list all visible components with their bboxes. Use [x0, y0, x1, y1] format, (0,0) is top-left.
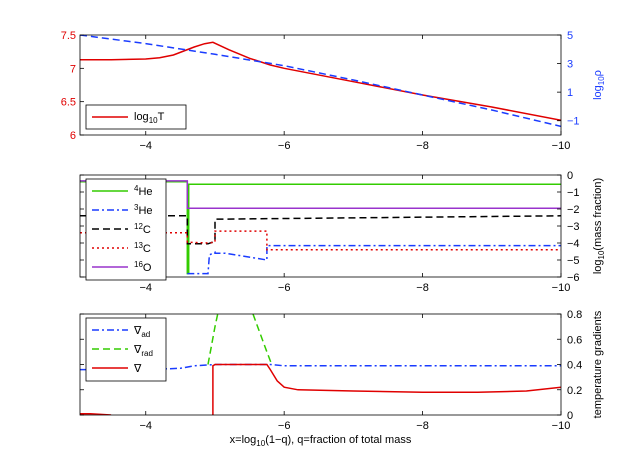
x-tick-label: −8	[416, 282, 429, 294]
legend-label: log10T	[134, 111, 165, 125]
legend-label: ∇	[133, 363, 142, 375]
y-tick-label-right: −4	[567, 238, 580, 250]
legend-label: 13C	[134, 241, 151, 255]
x-tick-label: −4	[139, 420, 152, 432]
y-tick-label-right: −1	[567, 116, 580, 128]
legend-label: 16O	[134, 260, 152, 274]
panel-bottom: −4 −6 −8 −100 0.2 0.4 0.6 0.8 temperature gradie…	[79, 309, 604, 432]
y-tick-label-right: −2	[567, 204, 580, 216]
legend-box	[85, 104, 187, 130]
y-tick-label-right: −3	[567, 221, 580, 233]
y-axis-label-right: log10(mass fraction)	[592, 178, 606, 274]
x-tick-label: −10	[552, 282, 571, 294]
x-tick-label: −8	[416, 140, 429, 152]
series-log10T	[80, 41, 561, 122]
y-tick-label-left: 6.5	[61, 97, 76, 109]
x-axis-label: x=log10(1−q), q=fraction of total mass	[230, 434, 412, 448]
x-tick-label: −10	[552, 420, 571, 432]
y-tick-label-right: 5	[567, 30, 573, 42]
y-tick-label-left: 7.5	[61, 30, 76, 42]
legend-label: 3He	[134, 203, 153, 217]
y-tick-label-right: 0.6	[567, 334, 582, 346]
x-tick-label: −10	[552, 140, 571, 152]
x-tick-label: −4	[139, 140, 152, 152]
y-tick-label-right: 0.8	[567, 309, 582, 321]
y-tick-label-right: 0	[567, 170, 573, 182]
y-tick-label-right: −5	[567, 255, 580, 267]
legend-label: 12C	[134, 222, 151, 236]
y-tick-label-right: 0	[567, 410, 573, 422]
y-tick-label-right: 1	[567, 87, 573, 99]
x-tick-label: −6	[278, 282, 291, 294]
y-tick-label-right: 0.4	[567, 360, 582, 372]
y-tick-label-left: 6	[70, 130, 76, 142]
legend-label: ∇ad	[133, 325, 150, 339]
y-tick-label-right: 3	[567, 59, 573, 71]
y-tick-label-right: 0.2	[567, 385, 582, 397]
y-tick-label-left: 7	[70, 63, 76, 75]
legend-label: 4He	[134, 184, 153, 198]
panel-top: −4 −6 −8 −10 6 6.5 7 7.5 −1 1 3 5 log10ρ log10T	[61, 30, 606, 152]
series-nabla_rad_a	[207, 314, 219, 365]
series-13C	[80, 230, 561, 251]
series-nabla_rad_b	[252, 314, 273, 365]
series-3He	[187, 244, 561, 275]
series-nabla_b	[212, 363, 561, 415]
x-tick-label: −8	[416, 420, 429, 432]
x-tick-label: −4	[139, 282, 152, 294]
y-tick-label-right: −1	[567, 187, 580, 199]
x-tick-label: −6	[278, 140, 291, 152]
series-12C	[80, 215, 561, 245]
y-axis-label-right: temperature gradients	[592, 310, 604, 418]
axes-frame	[79, 34, 562, 136]
y-tick-label-right: −6	[567, 272, 580, 284]
x-tick-label: −6	[278, 420, 291, 432]
y-axis-label-right: log10ρ	[592, 70, 606, 100]
series-log10rho	[80, 35, 561, 128]
legend-label: ∇rad	[133, 344, 153, 358]
series-nabla_a	[80, 412, 112, 415]
